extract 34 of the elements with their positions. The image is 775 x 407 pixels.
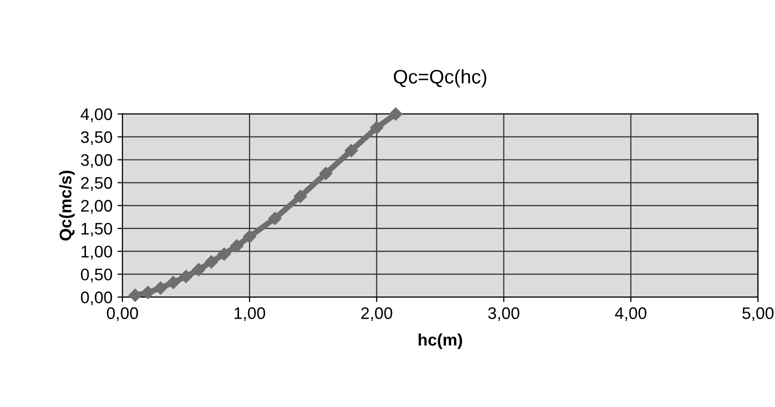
x-tick-label: 5,00 <box>742 307 774 322</box>
point <box>218 247 231 261</box>
point <box>294 190 307 203</box>
y-tick-label: 0,50 <box>80 268 112 282</box>
point <box>204 255 218 268</box>
y-tick-label: 1,00 <box>82 246 112 260</box>
y-tick-label: 3,50 <box>80 131 112 146</box>
chart-title: Qc=Qc(hc) <box>394 69 486 88</box>
y-tick-label: 0,00 <box>80 292 112 306</box>
point <box>370 121 384 134</box>
point <box>179 270 193 284</box>
x-tick-label: 1,00 <box>234 307 266 322</box>
y-tick-label: 4,00 <box>80 108 112 122</box>
point <box>268 212 282 225</box>
point <box>128 288 142 302</box>
point <box>166 276 180 290</box>
x-tick-label: 0,00 <box>106 307 138 322</box>
y-tick-label: 3,00 <box>80 154 112 168</box>
point <box>230 239 244 252</box>
point <box>141 286 154 300</box>
x-tick-label: 4,00 <box>615 307 646 322</box>
x-axis-title: hc(m) <box>418 333 462 350</box>
x-tick-label: 2,00 <box>361 307 392 322</box>
point <box>192 263 206 276</box>
point <box>319 166 332 180</box>
y-tick-label: 2,50 <box>81 177 112 191</box>
point <box>242 230 256 244</box>
point <box>154 281 168 295</box>
x-tick-label: 3,00 <box>488 307 520 322</box>
y-tick-label: 2,00 <box>81 200 112 214</box>
point <box>389 107 402 121</box>
y-tick-label: 1,50 <box>82 222 112 237</box>
point <box>344 144 358 158</box>
y-axis-title: Qc(mc/s) <box>59 170 75 241</box>
